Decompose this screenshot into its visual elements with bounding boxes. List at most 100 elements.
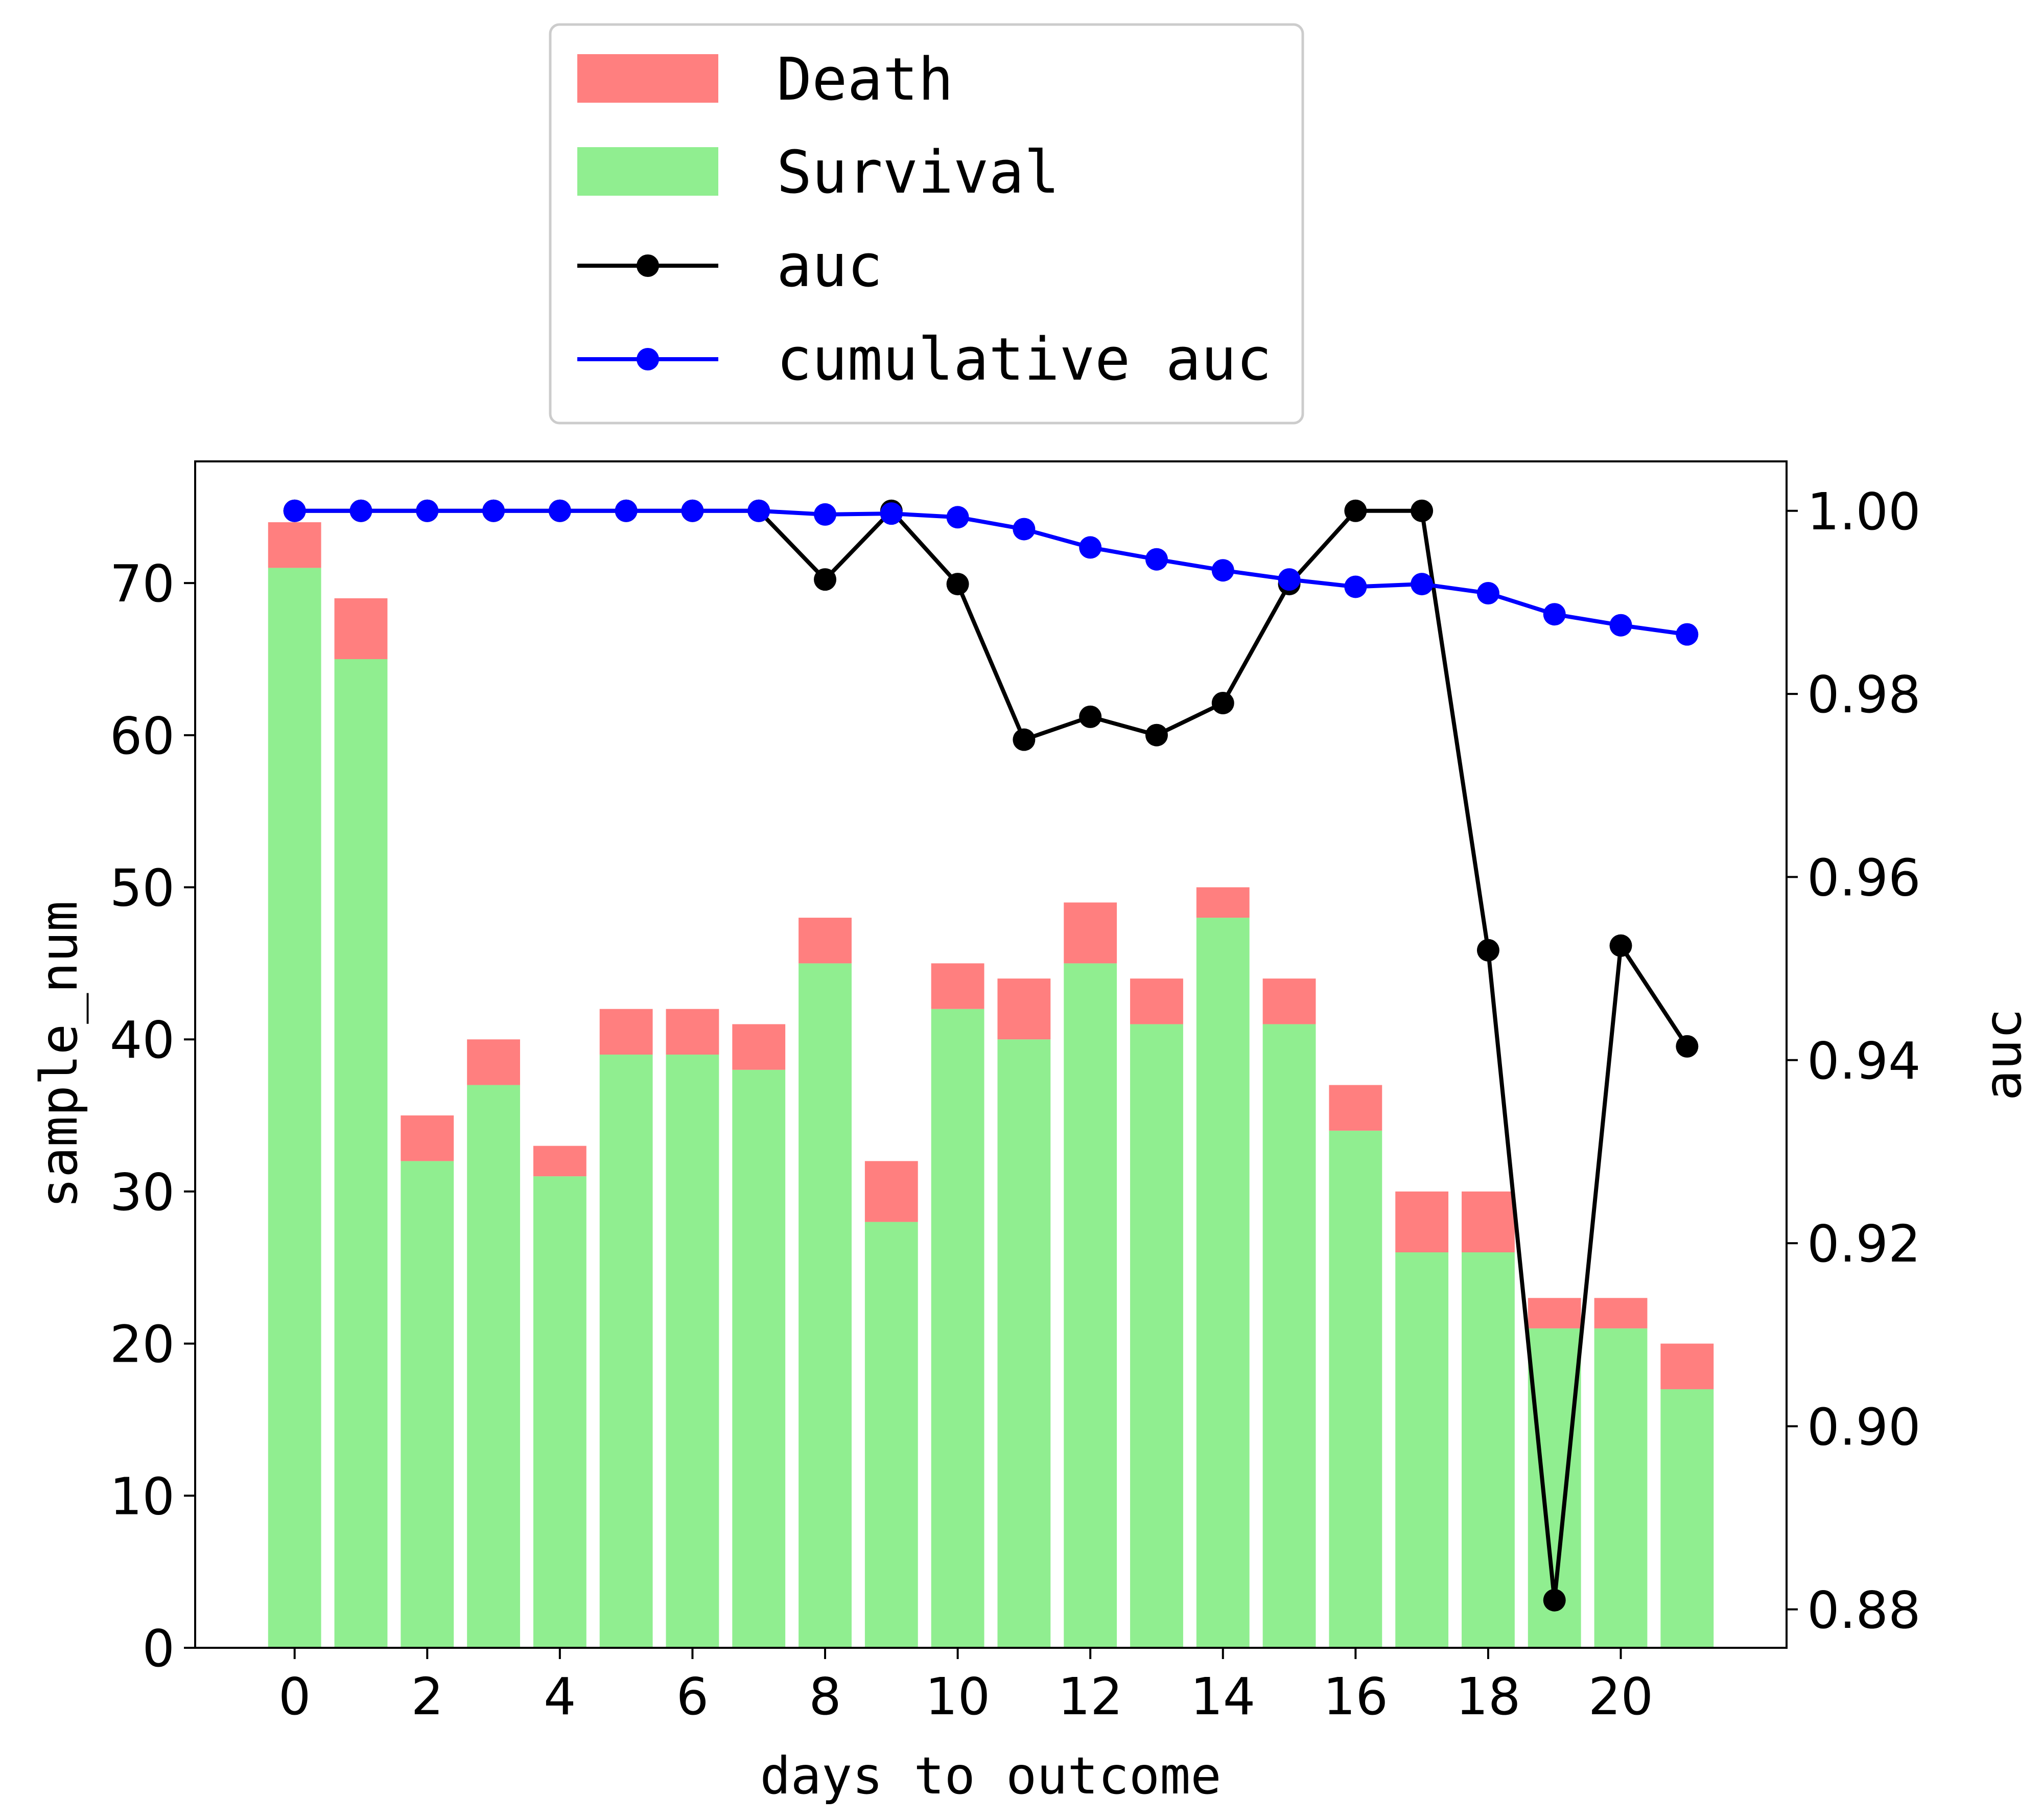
cumulative-auc-point	[747, 499, 770, 522]
bar-death	[533, 1146, 586, 1177]
cumulative-auc-point	[1145, 548, 1168, 571]
legend-swatch-survival	[577, 147, 718, 196]
bar-death	[1064, 902, 1117, 964]
x-tick-label: 0	[278, 1667, 311, 1726]
plot-frame	[194, 460, 1788, 1649]
bar-survival	[1395, 1252, 1449, 1648]
bar-death	[1196, 887, 1250, 918]
bar-survival	[1462, 1252, 1515, 1648]
bar-survival	[1196, 918, 1250, 1648]
bar-death	[666, 1009, 719, 1055]
y-axis-title: sample_num	[29, 901, 89, 1208]
legend-frame	[549, 23, 1304, 425]
y2-tick-label: 0.94	[1807, 1031, 1921, 1091]
cumulative-auc-point	[1609, 614, 1632, 637]
bar-death	[931, 963, 984, 1009]
auc-point	[1145, 724, 1168, 746]
bar-death	[1462, 1191, 1515, 1252]
bar-survival	[997, 1039, 1051, 1648]
cumulative-auc-point	[1278, 568, 1301, 591]
bar-survival	[1130, 1024, 1183, 1648]
cumulative-auc-point	[1344, 575, 1367, 598]
auc-point	[946, 573, 969, 596]
cumulative-auc-point	[946, 506, 969, 529]
bar-survival	[533, 1176, 586, 1648]
bar-death	[1395, 1191, 1449, 1252]
bar-death	[1130, 978, 1183, 1024]
y-tick-label: 0	[142, 1619, 175, 1678]
cumulative-auc-point	[416, 499, 439, 522]
auc-point	[1411, 499, 1434, 522]
auc-point	[814, 568, 837, 591]
cumulative-auc-point	[1411, 573, 1434, 596]
x-tick-label: 16	[1323, 1667, 1388, 1726]
auc-point	[1476, 939, 1499, 962]
bar-survival	[666, 1055, 719, 1648]
y-tick-label: 50	[110, 858, 175, 918]
lines-layer	[283, 499, 1699, 1612]
auc-point	[1079, 705, 1102, 728]
bar-survival	[334, 659, 388, 1648]
bar-death	[401, 1115, 454, 1161]
bar-death	[1262, 978, 1316, 1024]
x-tick-label: 8	[809, 1667, 841, 1726]
bar-survival	[401, 1161, 454, 1648]
bar-survival	[268, 568, 321, 1648]
cumulative-auc-point	[283, 499, 306, 522]
bar-survival	[599, 1055, 653, 1648]
legend-label-auc: auc	[777, 232, 883, 300]
auc-point	[1013, 728, 1036, 751]
cumulative-auc-point	[814, 503, 837, 526]
y2-tick-label: 0.96	[1807, 848, 1921, 907]
bar-death	[864, 1161, 918, 1222]
bar-death	[799, 918, 852, 964]
y-axis-right: 0.88 0.90 0.92 0.94 0.96 0.98 1.00	[1787, 482, 1921, 1640]
cumulative-auc-point	[1543, 603, 1566, 626]
cumulative-auc-point	[482, 499, 505, 522]
cumulative-auc-point	[548, 499, 571, 522]
x-tick-label: 10	[925, 1667, 990, 1726]
bar-survival	[1262, 1024, 1316, 1648]
cumulative-auc-point	[1079, 536, 1102, 559]
bar-death	[732, 1024, 786, 1070]
legend-label-cumulative-auc: cumulative auc	[777, 325, 1272, 394]
auc-point	[1543, 1589, 1566, 1612]
cumulative-auc-point	[615, 499, 638, 522]
y-axis-left: 0 10 20 30 40 50 60 70	[110, 554, 195, 1678]
x-tick-label: 14	[1190, 1667, 1255, 1726]
x-tick-label: 2	[411, 1667, 443, 1726]
y-tick-label: 10	[110, 1466, 175, 1526]
x-tick-label: 6	[676, 1667, 709, 1726]
cumulative-auc-point	[349, 499, 372, 522]
y2-tick-label: 0.98	[1807, 665, 1921, 725]
y-tick-label: 20	[110, 1315, 175, 1374]
y-tick-label: 30	[110, 1162, 175, 1222]
y2-tick-label: 0.92	[1807, 1214, 1921, 1274]
bar-survival	[1329, 1130, 1382, 1648]
legend-marker-auc	[637, 254, 659, 277]
bar-survival	[799, 963, 852, 1648]
x-tick-label: 20	[1588, 1667, 1653, 1726]
x-axis-title: days to outcome	[760, 1746, 1221, 1806]
bar-death	[1660, 1343, 1714, 1389]
legend-label-death: Death	[777, 45, 953, 114]
cumulative-auc-point	[681, 499, 704, 522]
cumulative-auc-point	[1211, 559, 1234, 582]
bar-survival	[732, 1069, 786, 1648]
cumulative-auc-point	[1676, 623, 1699, 646]
y-tick-label: 70	[110, 554, 175, 614]
bar-survival	[1594, 1328, 1648, 1648]
bar-death	[1329, 1085, 1382, 1131]
auc-point	[1609, 934, 1632, 957]
auc-point	[1211, 692, 1234, 714]
bar-death	[1528, 1298, 1581, 1328]
y-tick-label: 60	[110, 706, 175, 766]
bar-death	[1594, 1298, 1648, 1328]
cumulative-auc-point	[1476, 582, 1499, 604]
x-axis: 0 2 4 6 8 10 12 14 16 18 20	[278, 1648, 1653, 1726]
y-tick-label: 40	[110, 1010, 175, 1070]
bar-death	[268, 522, 321, 568]
legend-marker-cumulative-auc	[637, 348, 659, 370]
